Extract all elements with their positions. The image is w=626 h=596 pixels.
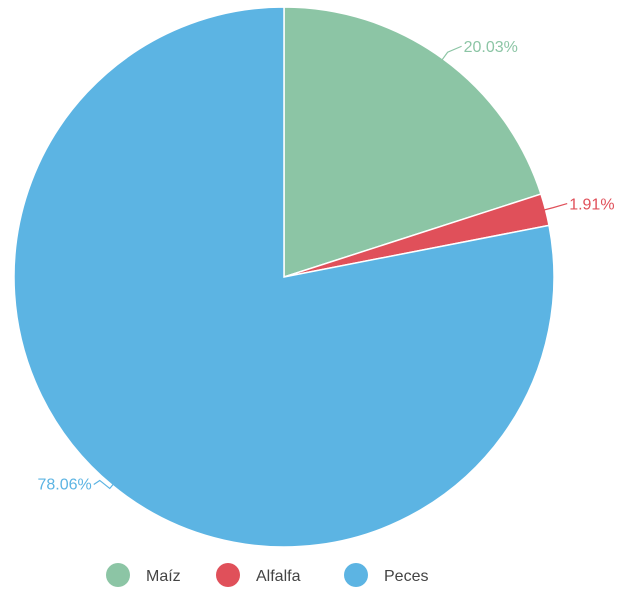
data-label-alfalfa: 1.91%: [569, 197, 614, 214]
leader-line-peces: [93, 479, 115, 490]
labels-layer: 20.03% 1.91% 78.06%: [37, 39, 614, 493]
leader-line-maiz: [441, 45, 462, 61]
legend-swatch-maiz: [106, 563, 130, 587]
data-label-maiz: 20.03%: [464, 39, 518, 56]
legend-item-peces[interactable]: Peces: [344, 563, 428, 587]
data-label-peces: 78.06%: [37, 476, 91, 493]
legend: Maíz Alfalfa Peces: [106, 563, 428, 587]
legend-label-alfalfa: Alfalfa: [256, 568, 301, 585]
legend-label-maiz: Maíz: [146, 568, 181, 585]
legend-swatch-peces: [344, 563, 368, 587]
legend-swatch-alfalfa: [216, 563, 240, 587]
legend-item-alfalfa[interactable]: Alfalfa: [216, 563, 301, 587]
legend-item-maiz[interactable]: Maíz: [106, 563, 181, 587]
leader-line-alfalfa: [543, 203, 568, 211]
legend-label-peces: Peces: [384, 568, 428, 585]
slices-layer: [13, 6, 555, 548]
